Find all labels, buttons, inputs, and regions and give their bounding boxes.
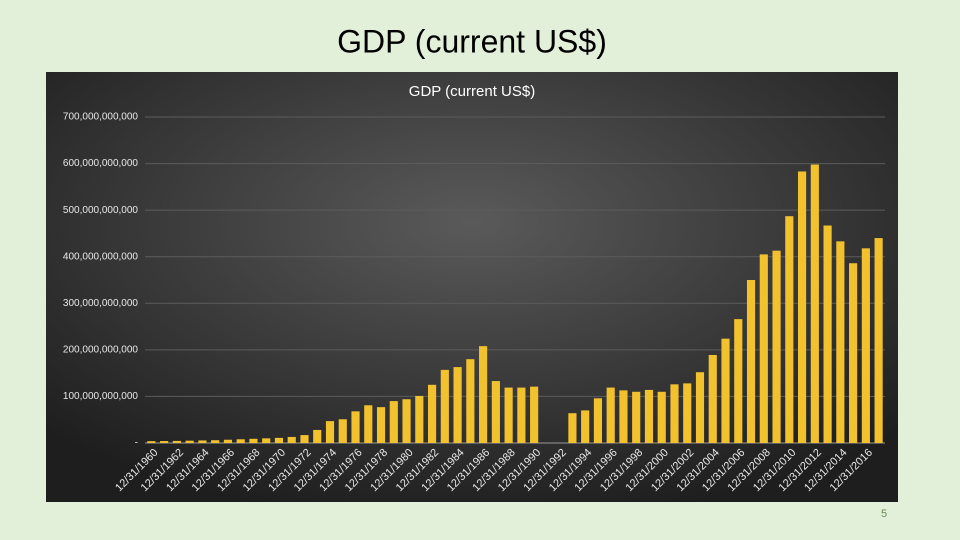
bar	[172, 440, 181, 443]
bar	[300, 435, 309, 443]
bar	[427, 384, 437, 443]
bar	[274, 437, 284, 443]
bar	[313, 429, 322, 443]
bar	[734, 319, 743, 443]
bar	[644, 389, 654, 443]
bar	[849, 263, 858, 443]
bar	[670, 384, 679, 443]
y-tick-label: 200,000,000,000	[63, 344, 139, 355]
bar	[517, 387, 526, 443]
bar	[160, 441, 169, 443]
bar	[249, 438, 258, 443]
bar	[657, 391, 666, 443]
bar	[402, 399, 411, 443]
bar	[211, 440, 220, 443]
y-tick-label: 300,000,000,000	[63, 298, 139, 309]
bar	[708, 354, 717, 443]
bar	[376, 407, 386, 443]
bar	[504, 387, 513, 443]
bar	[287, 436, 296, 443]
bar	[364, 405, 373, 443]
bar	[453, 367, 462, 443]
bar	[325, 421, 335, 443]
chart-title: GDP (current US$)	[409, 83, 535, 100]
y-tick-label: 400,000,000,000	[63, 251, 139, 262]
y-tick-label: 100,000,000,000	[63, 391, 139, 402]
y-tick-label: 500,000,000,000	[63, 205, 139, 216]
bar	[823, 225, 832, 443]
bar	[632, 391, 641, 443]
y-tick-label: -	[135, 438, 138, 449]
bar	[836, 241, 845, 443]
bar	[797, 171, 807, 443]
y-tick-label: 700,000,000,000	[63, 112, 139, 123]
bar	[861, 248, 870, 443]
bar	[593, 398, 603, 443]
bar	[223, 439, 233, 443]
bar	[236, 439, 245, 443]
bar	[530, 386, 539, 443]
bar	[746, 280, 756, 443]
page-number: 5	[881, 508, 887, 520]
bar	[389, 401, 398, 443]
bar	[772, 250, 781, 443]
bar	[874, 238, 883, 443]
bar	[695, 372, 705, 443]
bar	[619, 390, 628, 443]
bar	[721, 338, 730, 443]
bar	[785, 216, 794, 443]
bar	[568, 413, 577, 443]
bar	[759, 254, 768, 443]
bar	[262, 438, 271, 443]
slide-title: GDP (current US$)	[337, 23, 607, 59]
bar	[415, 395, 424, 443]
bar	[479, 346, 488, 443]
y-tick-label: 600,000,000,000	[63, 158, 139, 169]
bar	[581, 410, 590, 443]
bar	[351, 411, 360, 443]
bar	[198, 440, 207, 443]
bar	[338, 419, 347, 443]
bar	[810, 164, 819, 443]
bar	[147, 441, 156, 443]
bar	[185, 440, 194, 443]
bar	[491, 381, 500, 443]
bar	[683, 383, 692, 443]
bar	[606, 387, 615, 443]
bar	[466, 359, 475, 443]
bar	[440, 369, 449, 443]
